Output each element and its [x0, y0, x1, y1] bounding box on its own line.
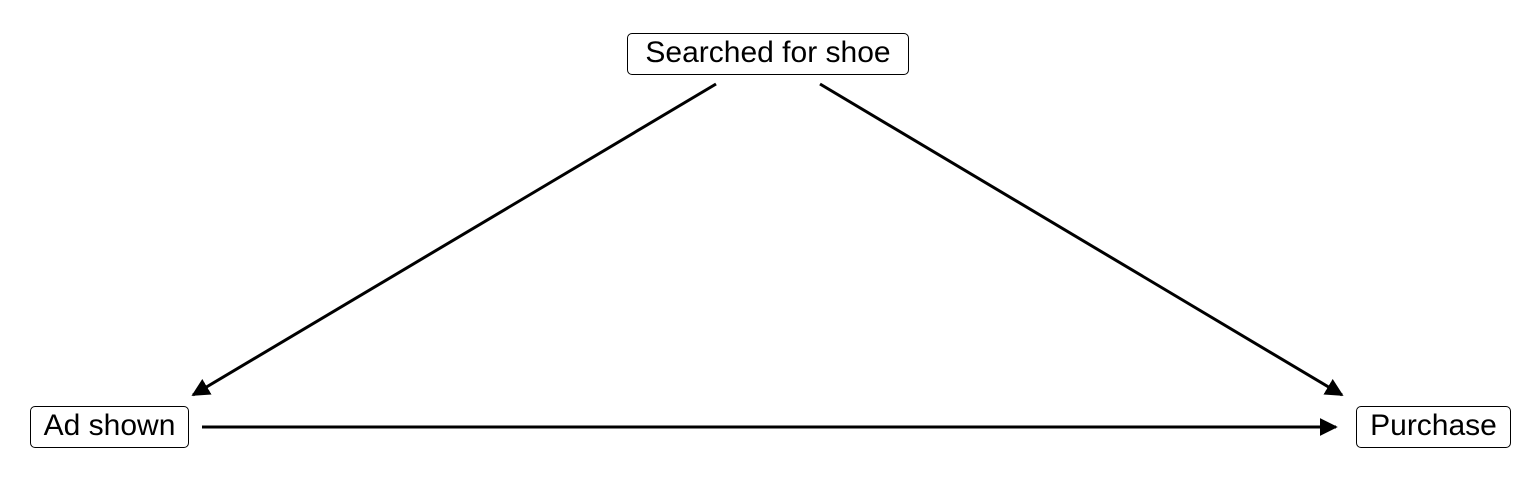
node-searched-for-shoe: Searched for shoe [627, 33, 909, 75]
edge-searched-to-purchase [819, 82, 1344, 397]
node-purchase: Purchase [1356, 406, 1511, 448]
node-ad-shown: Ad shown [30, 406, 189, 448]
edge-searched-to-ad [191, 82, 717, 397]
